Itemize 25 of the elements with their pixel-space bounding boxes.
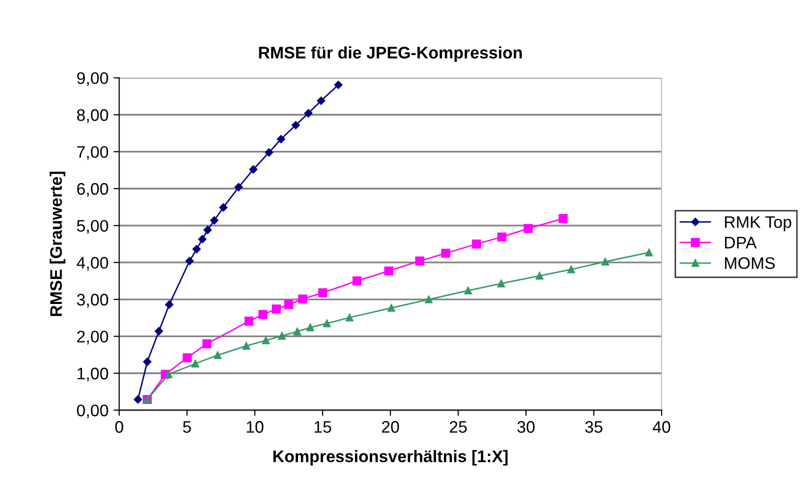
y-tick-label: 2,00: [77, 330, 108, 344]
chart-title: RMSE für die JPEG-Kompression: [259, 46, 522, 62]
y-tick-label: 0,00: [77, 404, 108, 418]
y-axis-title: RMSE [Grauwerte]: [50, 172, 66, 316]
x-tick-label: 15: [314, 421, 332, 433]
legend-label: DPA: [725, 236, 757, 248]
y-tick-label: 6,00: [77, 183, 108, 197]
x-tick-label: 10: [246, 421, 264, 433]
x-axis-title: Kompressionsverhältnis [1:X]: [273, 450, 508, 466]
x-tick-label: 20: [382, 421, 400, 433]
y-tick-label: 5,00: [77, 220, 108, 234]
y-tick-label: 4,00: [76, 256, 108, 271]
y-tick-label: 1,00: [78, 368, 108, 382]
y-tick-label: 3,00: [76, 294, 108, 308]
y-tick-label: 8,00: [77, 109, 108, 123]
x-tick-label: 25: [450, 421, 467, 433]
legend-label: RMK Top: [725, 216, 792, 232]
y-tick-label: 7,00: [77, 146, 108, 160]
legend-label: MOMS: [725, 257, 775, 270]
x-tick-label: 40: [652, 421, 670, 433]
x-tick-label: 35: [585, 421, 602, 433]
x-tick-label: 30: [517, 421, 535, 433]
x-tick-label: 5: [183, 421, 191, 433]
y-tick-label: 9,00: [77, 72, 108, 86]
x-tick-label: 0: [115, 421, 124, 433]
